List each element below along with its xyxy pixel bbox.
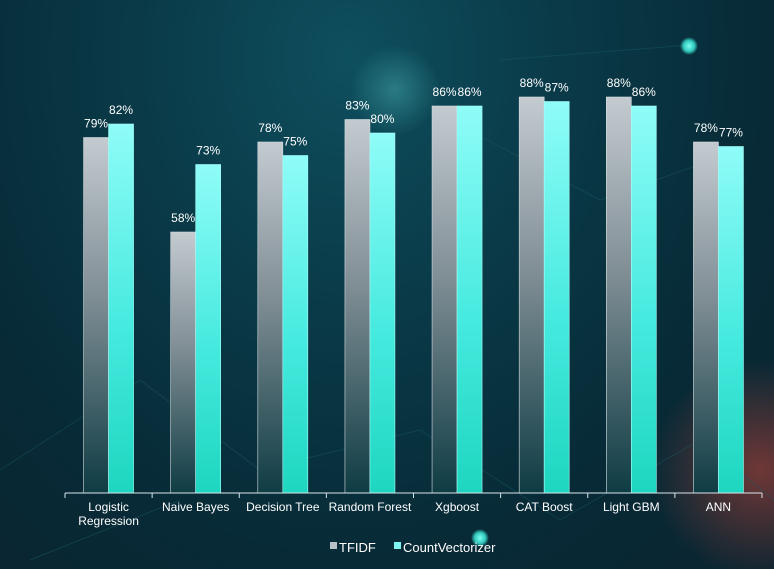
data-label-tfidf: 58%: [171, 211, 195, 225]
data-label-tfidf: 86%: [433, 85, 457, 99]
legend-swatch-countvectorizer: [394, 542, 401, 549]
x-tick-label: Naive Bayes: [162, 500, 229, 514]
bar-countvectorizer: [108, 123, 134, 494]
x-tick-label: Light GBM: [603, 500, 660, 514]
data-label-countvectorizer: 77%: [719, 126, 743, 140]
data-label-countvectorizer: 87%: [545, 81, 569, 95]
data-label-countvectorizer: 82%: [109, 103, 133, 117]
data-labels-layer: 79%82%58%73%78%75%83%80%86% 86%88% 87% 88%8…: [84, 76, 743, 225]
legend: TFIDF CountVectorizer: [330, 540, 496, 555]
accent-dot: [680, 37, 698, 55]
bar-tfidf: [431, 105, 458, 494]
bar-countvectorizer: [282, 155, 309, 494]
bar-tfidf: [606, 96, 632, 494]
legend-swatch-tfidf: [330, 542, 337, 549]
data-label-tfidf: 83%: [345, 99, 369, 113]
x-tick-label: Random Forest: [329, 500, 412, 514]
data-label-tfidf: 88%: [520, 76, 544, 90]
x-tick-label: Regression: [78, 514, 139, 528]
bar-tfidf: [344, 119, 371, 494]
x-tick-label: Xgboost: [435, 500, 480, 514]
bar-countvectorizer: [195, 164, 221, 494]
data-label-countvectorizer: 80%: [370, 112, 394, 126]
bar-tfidf: [83, 137, 109, 494]
glow-spot: [350, 45, 440, 135]
bar-countvectorizer: [718, 146, 744, 494]
data-label-tfidf: 88%: [607, 76, 631, 90]
bar-countvectorizer: [631, 105, 657, 494]
data-label-tfidf: 78%: [258, 121, 282, 135]
bar-countvectorizer: [543, 101, 570, 494]
x-tick-label: ANN: [706, 500, 731, 514]
bar-countvectorizer: [456, 105, 483, 494]
data-label-tfidf: 79%: [84, 117, 108, 131]
bars-layer: [83, 96, 744, 494]
x-tick-label: Decision Tree: [246, 500, 320, 514]
x-tick-label: CAT Boost: [516, 500, 574, 514]
bar-tfidf: [257, 141, 284, 494]
x-tick-label: Logistic: [88, 500, 129, 514]
data-label-countvectorizer: 73%: [196, 144, 220, 158]
legend-label-tfidf: TFIDF: [339, 540, 376, 555]
data-label-countvectorizer: 86%: [458, 85, 482, 99]
bar-tfidf: [693, 141, 719, 494]
data-label-countvectorizer: 86%: [632, 85, 656, 99]
bar-tfidf: [518, 96, 545, 494]
data-label-tfidf: 78%: [694, 121, 718, 135]
legend-label-countvectorizer: CountVectorizer: [403, 540, 496, 555]
data-label-countvectorizer: 75%: [283, 135, 307, 149]
bar-countvectorizer: [369, 132, 396, 494]
bar-tfidf: [170, 231, 196, 494]
x-axis-ticks: [64, 493, 763, 498]
accent-dot: [471, 529, 489, 547]
